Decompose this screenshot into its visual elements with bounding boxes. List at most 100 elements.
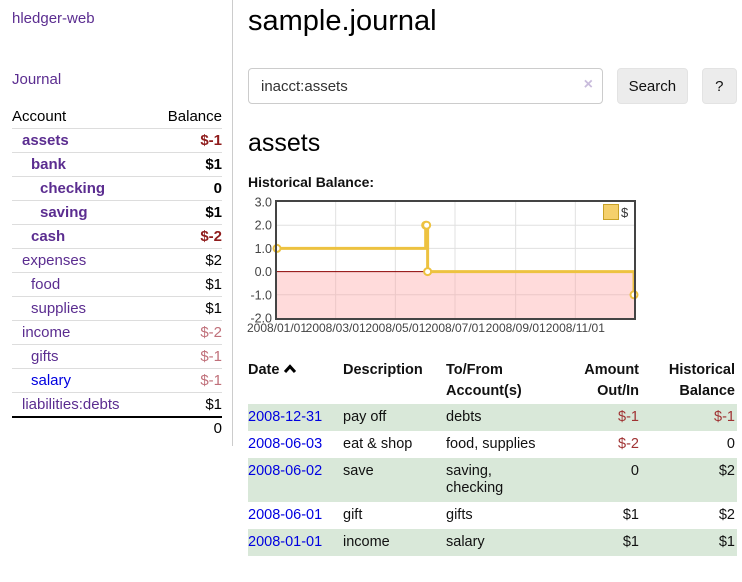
chart-title: Historical Balance: [248,174,375,190]
transaction-amount: $-2 [618,436,639,452]
transaction-description: income [343,534,390,550]
transaction-date-link[interactable]: 2008-06-02 [248,463,323,479]
total-balance: 0 [213,420,222,437]
transaction-amount: 0 [630,463,639,479]
svg-text:3.0: 3.0 [255,196,272,210]
sidebar: hledger-web Journal Account Balance asse… [0,0,233,446]
account-balance: $-2 [200,228,222,245]
sort-ascending-icon [283,361,297,382]
transaction-description: pay off [343,409,387,425]
transaction-historical-balance: 0 [726,436,735,452]
transaction-row: 2008-06-02 save saving, checking 0 $2 [248,458,737,502]
column-header-amount: Amount Out/In [584,362,639,399]
transaction-historical-balance: $2 [718,463,735,479]
transaction-accounts: saving, checking [446,463,504,496]
account-row: supplies $1 [12,296,222,320]
search-box: × [248,68,604,104]
legend-label: $ [621,205,629,220]
account-column-header: Account [12,107,67,125]
account-link-salary[interactable]: salary [31,372,72,389]
account-balance: $-1 [200,132,222,149]
account-row: gifts $-1 [12,344,222,368]
account-link-income[interactable]: income [22,324,71,341]
brand-link[interactable]: hledger-web [12,10,95,27]
account-link-bank[interactable]: bank [31,156,67,173]
historical-balance-chart: $3.0 2.0 1.0 0.0 -1.0 -2.02008/01/012008/03/0… [247,196,639,335]
search-button[interactable]: Search [617,68,688,104]
page-title: sample.journal [248,5,437,37]
account-row: checking 0 [12,176,222,200]
transaction-historical-balance: $-1 [714,409,735,425]
transaction-description: eat & shop [343,436,413,452]
svg-text:0.0: 0.0 [255,265,272,279]
svg-text:2008/05/01: 2008/05/01 [365,321,425,335]
column-header-tofrom: To/From Account(s) [446,362,522,399]
transaction-accounts: gifts [446,507,473,523]
account-link-liabilities-debts[interactable]: liabilities:debts [22,396,120,413]
svg-text:2008/01/01: 2008/01/01 [247,321,307,335]
account-link-cash[interactable]: cash [31,228,66,245]
account-balance-table: Account Balance assets $-1 bank $1 checkin… [12,104,222,439]
account-balance: 0 [213,180,222,197]
svg-text:-2.0: -2.0 [250,312,272,326]
account-table-header: Account Balance [12,104,222,128]
account-balance: $1 [205,204,222,221]
account-balance: $2 [205,252,222,269]
account-row: income $-2 [12,320,222,344]
account-balance: $-1 [200,372,222,389]
account-link-supplies[interactable]: supplies [31,300,87,317]
account-heading: assets [248,129,321,157]
main-content: sample.journal × Search ? assets Histori… [247,0,737,556]
search-form: × Search ? [248,68,737,104]
account-balance: $-2 [200,324,222,341]
account-balance: $1 [205,396,222,413]
help-button[interactable]: ? [701,68,737,104]
transaction-amount: $1 [622,534,639,550]
transaction-row: 2008-06-03 eat & shop food, supplies $-2… [248,431,737,458]
transaction-date-link[interactable]: 2008-12-31 [248,409,323,425]
account-row: salary $-1 [12,368,222,392]
account-link-assets[interactable]: assets [22,132,69,149]
column-header-date[interactable]: Date [248,360,343,404]
balance-column-header: Balance [167,107,222,125]
column-header-description: Description [343,362,423,378]
transaction-amount: $-1 [618,409,639,425]
account-row: expenses $2 [12,248,222,272]
transaction-row: 2008-12-31 pay off debts $-1 $-1 [248,404,737,431]
transaction-historical-balance: $1 [718,534,735,550]
account-row: bank $1 [12,152,222,176]
account-row: cash $-2 [12,224,222,248]
transaction-historical-balance: $2 [718,507,735,523]
account-balance: $1 [205,156,222,173]
transaction-description: gift [343,507,363,523]
date-header-label: Date [248,362,280,378]
account-row: food $1 [12,272,222,296]
account-link-saving[interactable]: saving [40,204,88,221]
legend-swatch [603,204,619,220]
account-link-food[interactable]: food [31,276,61,293]
transaction-date-link[interactable]: 2008-06-03 [248,436,323,452]
transaction-amount: $1 [622,507,639,523]
transaction-description: save [343,463,374,479]
clear-search-icon[interactable]: × [583,76,594,93]
account-row: assets $-1 [12,128,222,152]
transaction-accounts: salary [446,534,485,550]
svg-text:2008/03/01: 2008/03/01 [306,321,366,335]
register-header-row: Date Description To/From Account(s) Amou… [248,360,737,404]
account-total-row: 0 [12,416,222,439]
svg-text:2008/07/01: 2008/07/01 [425,321,485,335]
account-row: saving $1 [12,200,222,224]
account-link-gifts[interactable]: gifts [31,348,59,365]
transaction-row: 2008-01-01 income salary $1 $1 [248,529,737,556]
svg-text:2008/09/01: 2008/09/01 [486,321,546,335]
register-table: Date Description To/From Account(s) Amou… [248,360,737,556]
svg-text:2008/11/01: 2008/11/01 [546,321,605,335]
transaction-accounts: food, supplies [446,436,536,452]
account-link-expenses[interactable]: expenses [22,252,87,269]
transaction-date-link[interactable]: 2008-06-01 [248,507,323,523]
account-link-checking[interactable]: checking [40,180,106,197]
account-row: liabilities:debts $1 [12,392,222,416]
transaction-date-link[interactable]: 2008-01-01 [248,534,323,550]
sidebar-item-journal[interactable]: Journal [12,71,62,88]
search-input[interactable] [248,68,604,104]
